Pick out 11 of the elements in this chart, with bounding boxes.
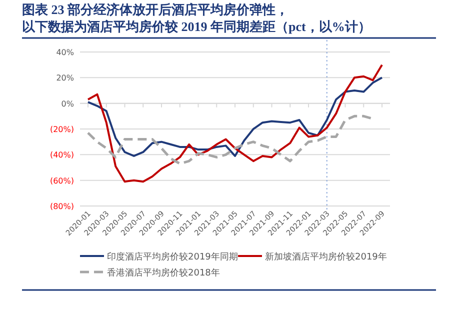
y-tick-label: 20% xyxy=(56,74,74,83)
y-tick-label: (60%) xyxy=(50,176,74,186)
title: 图表 23 部分经济体放开后酒店平均房价弹性，以下数据为酒店平均房价较 2019 年同期差距（pct，以%计） xyxy=(22,2,371,34)
legend-label: 印度酒店平均房价较2019年同期 xyxy=(107,252,238,262)
y-tick-label: (20%) xyxy=(50,125,74,134)
legend-label: 香港酒店平均房价较2018年 xyxy=(107,268,220,278)
y-tick-label: (40%) xyxy=(50,150,74,160)
y-tick-label: (80%) xyxy=(50,202,74,211)
y-tick-label: 40% xyxy=(56,48,74,57)
legend-label: 新加坡酒店平均房价较2019年 xyxy=(265,252,387,262)
y-tick-label: 0% xyxy=(61,99,74,108)
